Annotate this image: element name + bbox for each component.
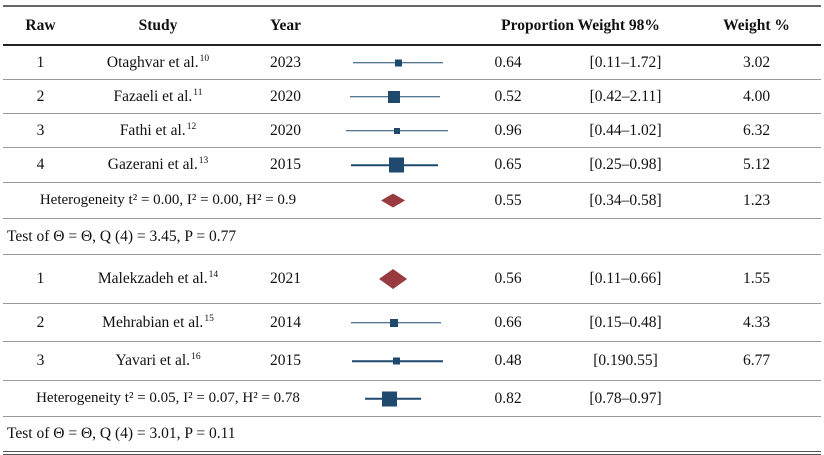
effect-square-icon [389,318,398,327]
table-row: 4 Gazerani et al. 13 2015 0.65 [0.25–0.98… [3,148,821,183]
forest-plot-cell [333,114,463,147]
study-cell: Mehrabian et al. 15 [102,313,214,331]
study-cell: Gazerani et al. 13 [107,156,209,174]
study-name: Malekzadeh et al. [97,270,208,288]
study-name: Fathi et al. [119,121,186,139]
heterogeneity-row: Heterogeneity t² = 0.00, I² = 0.00, H² =… [3,183,821,219]
table-row: 3 Fathi et al. 12 2020 0.96 [0.44–1.02] 6… [3,114,821,148]
study-name: Yavari et al. [115,352,191,370]
proportion-cell: 0.66 [494,313,522,331]
weight-cell: 1.23 [742,191,771,209]
test-row: Test of Θ = Θ, Q (4) = 3.01, P = 0.11 [3,417,821,451]
forest-plot-cell [333,255,463,303]
raw-cell: 3 [36,352,45,370]
col-header-raw: Raw [25,16,56,34]
raw-cell: 4 [36,156,45,174]
study-name: Mehrabian et al. [102,313,204,331]
effect-square-icon [394,59,402,66]
effect-square-icon [387,90,400,103]
proportion-cell: 0.82 [494,389,522,407]
pooled-diamond-icon [379,269,408,289]
proportion-cell: 0.55 [494,191,522,209]
test-row: Test of Θ = Θ, Q (4) = 3.45, P = 0.77 [3,219,821,255]
effect-square-icon [392,357,400,365]
table-row: 1 Otaghvar et al. 10 2023 0.64 [0.11–1.72… [3,46,821,80]
raw-cell: 3 [36,121,45,139]
year-cell: 2020 [270,121,301,139]
forest-plot-cell [333,381,463,416]
weight-cell: 1.55 [742,270,771,288]
ci-cell: [0.11–0.66] [589,270,662,288]
col-header-year: Year [270,16,301,34]
weight-cell: 3.02 [742,53,771,71]
study-cell: Yavari et al. 16 [115,352,201,370]
proportion-cell: 0.52 [494,87,522,105]
study-name: Otaghvar et al. [106,53,199,71]
ci-cell: [0.190.55] [593,352,658,370]
weight-cell: 4.33 [742,313,771,331]
weight-cell: 5.12 [742,156,771,174]
year-cell: 2021 [270,270,301,288]
raw-cell: 1 [36,270,45,288]
proportion-cell: 0.64 [494,53,522,71]
year-cell: 2015 [270,156,301,174]
forest-plot-cell [333,148,463,182]
raw-cell: 2 [36,313,45,331]
effect-square-icon [381,391,397,406]
ci-cell: [0.78–0.97] [589,389,662,407]
study-cell: Malekzadeh et al. 14 [97,270,219,288]
col-header-proportion-weight: Proportion Weight 98% [501,16,660,34]
heterogeneity-label: Heterogeneity t² = 0.00, I² = 0.00, H² =… [39,192,297,208]
weight-cell: 4.00 [742,87,771,105]
ci-cell: [0.25–0.98] [589,156,662,174]
weight-cell: 6.77 [742,352,771,370]
study-cell: Fazaeli et al. 11 [113,87,203,105]
heterogeneity-label: Heterogeneity t² = 0.05, I² = 0.07, H² =… [36,390,300,406]
study-cell: Otaghvar et al. 10 [106,53,210,71]
forest-plot-cell [333,183,463,218]
proportion-cell: 0.96 [494,121,522,139]
ci-cell: [0.34–0.58] [589,191,662,209]
year-cell: 2014 [270,313,301,331]
effect-square-icon [388,157,404,173]
pooled-diamond-icon [381,193,406,208]
ci-cell: [0.15–0.48] [589,313,662,331]
forest-plot-cell [333,46,463,79]
study-name: Fazaeli et al. [113,87,193,105]
study-name: Gazerani et al. [107,156,198,174]
effect-square-icon [393,127,400,134]
weight-cell: 6.32 [742,121,771,139]
table-row: 2 Mehrabian et al. 15 2014 0.66 [0.15–0.4… [3,304,821,342]
raw-cell: 1 [36,53,45,71]
ci-cell: [0.44–1.02] [589,121,662,139]
col-header-weight-pct: Weight % [723,16,790,34]
ci-cell: [0.11–1.72] [589,53,662,71]
year-cell: 2023 [270,53,301,71]
proportion-cell: 0.48 [494,352,522,370]
test-label: Test of Θ = Θ, Q (4) = 3.45, P = 0.77 [7,227,237,245]
year-cell: 2015 [270,352,301,370]
col-header-study: Study [138,16,178,34]
proportion-cell: 0.56 [494,270,522,288]
raw-cell: 2 [36,87,45,105]
forest-plot-cell [333,342,463,380]
heterogeneity-row: Heterogeneity t² = 0.05, I² = 0.07, H² =… [3,381,821,417]
table-row: 1 Malekzadeh et al. 14 2021 0.56 [0.11–0.… [3,255,821,304]
table-header-row: Raw Study Year Proportion Weight 98% Wei… [3,7,821,46]
table-row: 3 Yavari et al. 16 2015 0.48 [0.190.55] 6… [3,342,821,381]
forest-plot-cell [333,304,463,341]
col-header-plot-spacer [333,7,463,44]
study-cell: Fathi et al. 12 [119,121,197,139]
proportion-cell: 0.65 [494,156,522,174]
test-label: Test of Θ = Θ, Q (4) = 3.01, P = 0.11 [7,425,236,443]
year-cell: 2020 [270,87,301,105]
forest-plot-cell [333,80,463,113]
table-row: 2 Fazaeli et al. 11 2020 0.52 [0.42–2.11]… [3,80,821,114]
forest-plot-table: Raw Study Year Proportion Weight 98% Wei… [3,5,821,455]
ci-cell: [0.42–2.11] [589,87,662,105]
